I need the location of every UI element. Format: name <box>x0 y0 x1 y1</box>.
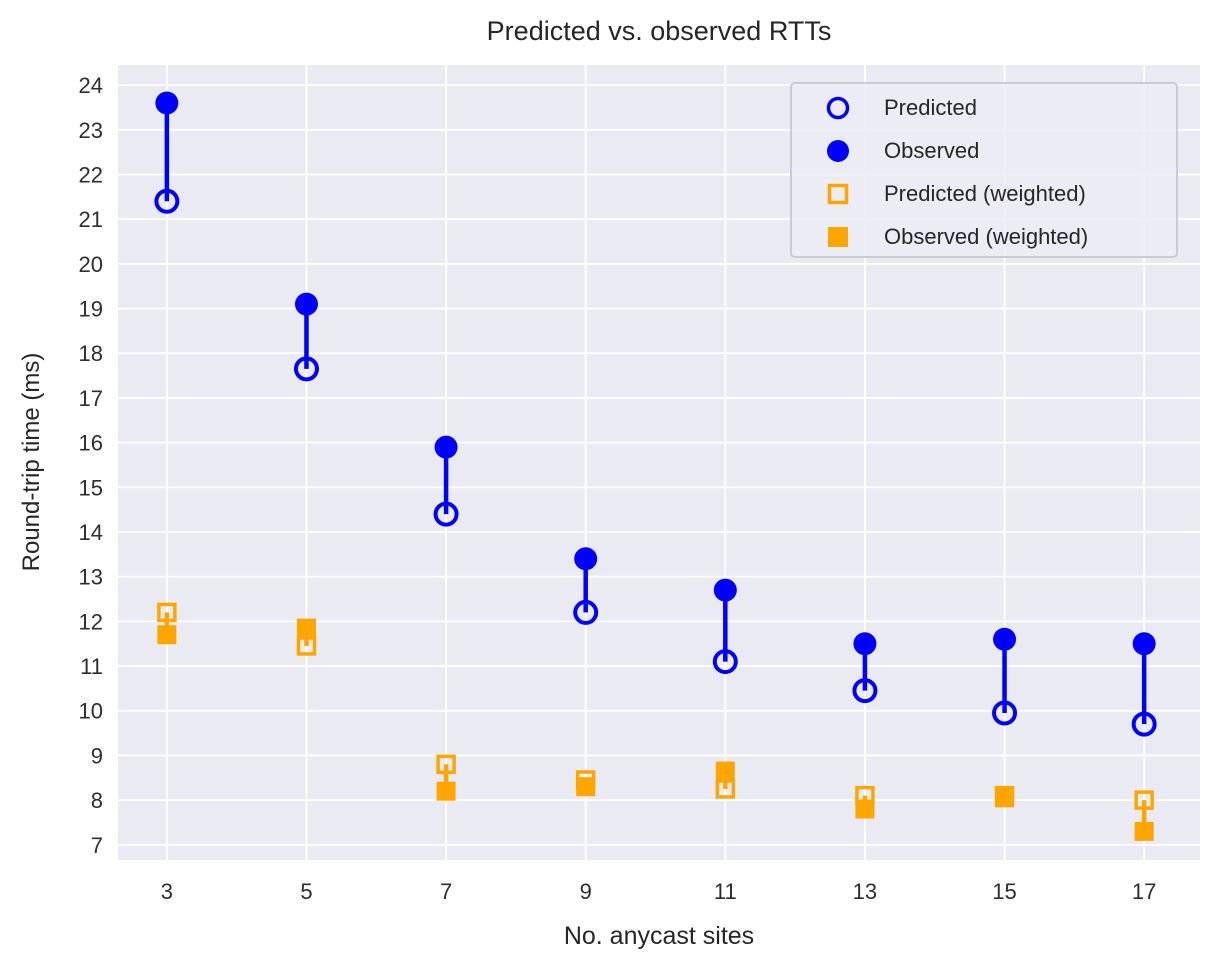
data-marker-predicted <box>992 700 1018 726</box>
observed-marker-icon <box>827 139 849 162</box>
y-tick-label: 8 <box>91 788 103 813</box>
data-marker-observed-weighted <box>995 788 1015 808</box>
x-axis-label: No. anycast sites <box>563 922 755 950</box>
y-tick-label: 21 <box>79 207 103 232</box>
x-tick-label: 9 <box>580 879 592 904</box>
data-marker-predicted <box>1131 711 1157 737</box>
y-tick-label: 12 <box>79 609 103 634</box>
data-marker-observed <box>434 435 458 459</box>
data-marker-predicted-weighted <box>1134 790 1154 810</box>
y-tick-label: 14 <box>79 520 103 545</box>
x-tick-label: 5 <box>300 879 312 904</box>
x-tick-label: 11 <box>714 879 737 904</box>
data-marker-predicted-weighted <box>296 636 317 656</box>
y-tick-label: 20 <box>79 252 103 277</box>
x-tick-label: 13 <box>853 879 877 904</box>
x-tick-label: 3 <box>161 879 173 904</box>
data-marker-predicted <box>154 188 180 214</box>
data-marker-observed <box>294 292 318 316</box>
y-tick-label: 13 <box>79 565 103 590</box>
x-tick-label: 17 <box>1132 879 1156 904</box>
y-tick-label: 15 <box>79 475 103 500</box>
data-marker-observed-weighted <box>157 625 177 645</box>
data-marker-observed-weighted <box>715 761 735 781</box>
observed-weighted-marker-shape <box>828 226 848 247</box>
y-tick-label: 10 <box>79 699 103 724</box>
data-marker-predicted <box>852 678 878 704</box>
legend: Predicted Observed Predicted (weighted) Obs… <box>790 82 1178 258</box>
y-tick-label: 18 <box>79 341 103 366</box>
legend-label-predicted-weighted: Predicted (weighted) <box>884 180 1086 206</box>
data-marker-observed-weighted <box>1134 821 1154 841</box>
data-marker-predicted <box>293 356 319 382</box>
data-marker-observed <box>853 632 877 656</box>
y-tick-label: 11 <box>80 654 103 679</box>
legend-item-observed: Observed <box>792 129 1176 172</box>
observed-weighted-marker-icon <box>828 226 848 247</box>
data-marker-observed-weighted <box>436 781 456 801</box>
data-marker-predicted <box>433 501 459 527</box>
y-tick-label: 24 <box>79 73 103 98</box>
x-tick-label: 7 <box>440 879 452 904</box>
x-tick-label: 15 <box>992 879 1016 904</box>
y-tick-label: 19 <box>79 297 103 322</box>
predicted-marker-shape <box>826 96 850 119</box>
data-marker-predicted <box>712 649 738 675</box>
predicted-weighted-marker-shape <box>827 183 849 204</box>
legend-item-predicted: Predicted <box>792 86 1176 129</box>
data-marker-observed-weighted <box>855 799 875 819</box>
y-tick-label: 17 <box>79 386 103 411</box>
observed-marker-shape <box>827 139 849 162</box>
data-marker-predicted-weighted <box>436 754 456 775</box>
y-tick-label: 23 <box>79 118 103 143</box>
chart-title: Predicted vs. observed RTTs <box>486 16 832 46</box>
y-axis-label: Round-trip time (ms) <box>18 352 45 572</box>
y-tick-label: 16 <box>79 431 103 456</box>
y-tick-label: 7 <box>91 833 103 858</box>
y-tick-label: 22 <box>79 162 103 187</box>
data-marker-observed-weighted <box>296 618 316 638</box>
data-marker-observed <box>1132 632 1156 656</box>
predicted-marker-icon <box>826 96 850 119</box>
data-marker-observed <box>993 627 1017 651</box>
data-marker-observed <box>155 91 179 115</box>
data-marker-observed <box>713 578 737 602</box>
legend-item-predicted-weighted: Predicted (weighted) <box>792 172 1176 215</box>
data-marker-predicted-weighted <box>157 602 177 623</box>
data-marker-predicted-weighted <box>715 779 736 799</box>
data-marker-observed-weighted <box>576 777 596 797</box>
data-marker-observed <box>574 547 598 571</box>
legend-item-observed-weighted: Observed (weighted) <box>792 215 1176 258</box>
predicted-weighted-marker-icon <box>827 183 849 204</box>
data-marker-predicted <box>573 599 599 625</box>
y-tick-label: 9 <box>91 743 103 768</box>
legend-label-predicted: Predicted <box>884 94 977 120</box>
legend-label-observed-weighted: Observed (weighted) <box>884 223 1089 249</box>
legend-label-observed: Observed <box>884 137 980 163</box>
